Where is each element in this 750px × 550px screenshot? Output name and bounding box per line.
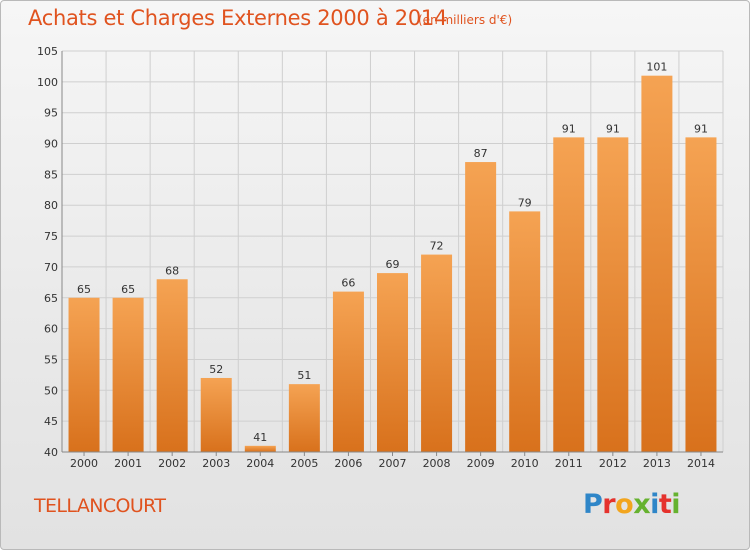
bar bbox=[288, 384, 320, 452]
bar bbox=[332, 291, 364, 452]
bar bbox=[68, 297, 100, 452]
x-tick-label: 2003 bbox=[202, 457, 230, 470]
bar bbox=[112, 297, 144, 452]
data-label: 72 bbox=[430, 240, 444, 253]
data-label: 91 bbox=[694, 122, 708, 135]
logo-letter: r bbox=[602, 489, 616, 520]
logo-letter: i bbox=[671, 489, 681, 520]
data-label: 68 bbox=[165, 264, 179, 277]
data-label: 69 bbox=[386, 258, 400, 271]
chart-title: Achats et Charges Externes 2000 à 2014 bbox=[28, 6, 448, 30]
bar bbox=[244, 445, 276, 452]
data-label: 41 bbox=[253, 431, 267, 444]
bars bbox=[68, 75, 717, 453]
x-tick-label: 2011 bbox=[555, 457, 583, 470]
y-tick-label: 75 bbox=[44, 230, 58, 243]
x-tick-label: 2000 bbox=[70, 457, 98, 470]
x-tick-label: 2006 bbox=[334, 457, 362, 470]
data-label: 66 bbox=[341, 277, 355, 290]
data-label: 91 bbox=[606, 122, 620, 135]
logo-letter: x bbox=[633, 489, 651, 520]
y-tick-label: 45 bbox=[44, 415, 58, 428]
data-label: 65 bbox=[77, 283, 91, 296]
bar bbox=[641, 75, 673, 452]
commune-name: TELLANCOURT bbox=[34, 495, 166, 517]
y-tick-label: 55 bbox=[44, 353, 58, 366]
x-tick-label: 2009 bbox=[467, 457, 495, 470]
bar bbox=[553, 137, 585, 452]
bar bbox=[685, 137, 717, 452]
x-tick-label: 2008 bbox=[423, 457, 451, 470]
y-tick-label: 95 bbox=[44, 107, 58, 120]
y-tick-label: 65 bbox=[44, 292, 58, 305]
data-labels: 65 65 68 52 41 51 66 69 72 87 79 91 91 101 91 bbox=[77, 61, 708, 444]
x-tick-label: 2001 bbox=[114, 457, 142, 470]
logo-letter: t bbox=[658, 489, 672, 520]
bar bbox=[465, 162, 497, 453]
y-tick-label: 90 bbox=[44, 138, 58, 151]
x-tick-label: 2010 bbox=[511, 457, 539, 470]
x-tick-label: 2004 bbox=[246, 457, 274, 470]
data-label: 87 bbox=[474, 147, 488, 160]
data-label: 79 bbox=[518, 196, 532, 209]
proxiti-logo: Proxiti bbox=[583, 489, 681, 520]
bar bbox=[156, 279, 188, 452]
y-tick-label: 40 bbox=[44, 446, 58, 459]
x-tick-label: 2013 bbox=[643, 457, 671, 470]
x-tick-label: 2007 bbox=[379, 457, 407, 470]
logo-letter: i bbox=[650, 489, 659, 520]
bar bbox=[509, 211, 541, 452]
data-label: 65 bbox=[121, 283, 135, 296]
bar bbox=[200, 377, 232, 452]
x-tick-label: 2005 bbox=[290, 457, 318, 470]
y-tick-label: 60 bbox=[44, 323, 58, 336]
x-tick-label: 2002 bbox=[158, 457, 186, 470]
y-tick-label: 100 bbox=[37, 76, 58, 89]
data-label: 91 bbox=[562, 122, 576, 135]
chart-subtitle: (en milliers d'€) bbox=[418, 13, 513, 27]
axes: 40 45 50 55 60 65 70 75 80 85 90 95 100 105 2000 2001 20… bbox=[37, 45, 723, 470]
bar bbox=[597, 137, 629, 452]
bar bbox=[421, 254, 453, 452]
x-tick-label: 2014 bbox=[687, 457, 715, 470]
data-label: 101 bbox=[646, 61, 667, 74]
y-tick-label: 85 bbox=[44, 168, 58, 181]
y-tick-label: 80 bbox=[44, 199, 58, 212]
x-tick-label: 2012 bbox=[599, 457, 627, 470]
logo-letter: o bbox=[615, 489, 634, 520]
logo-letter: P bbox=[583, 489, 603, 520]
y-tick-label: 70 bbox=[44, 261, 58, 274]
bar bbox=[377, 273, 408, 452]
data-label: 51 bbox=[297, 369, 311, 382]
data-label: 52 bbox=[209, 363, 223, 376]
y-tick-label: 105 bbox=[37, 45, 58, 58]
y-tick-label: 50 bbox=[44, 384, 58, 397]
